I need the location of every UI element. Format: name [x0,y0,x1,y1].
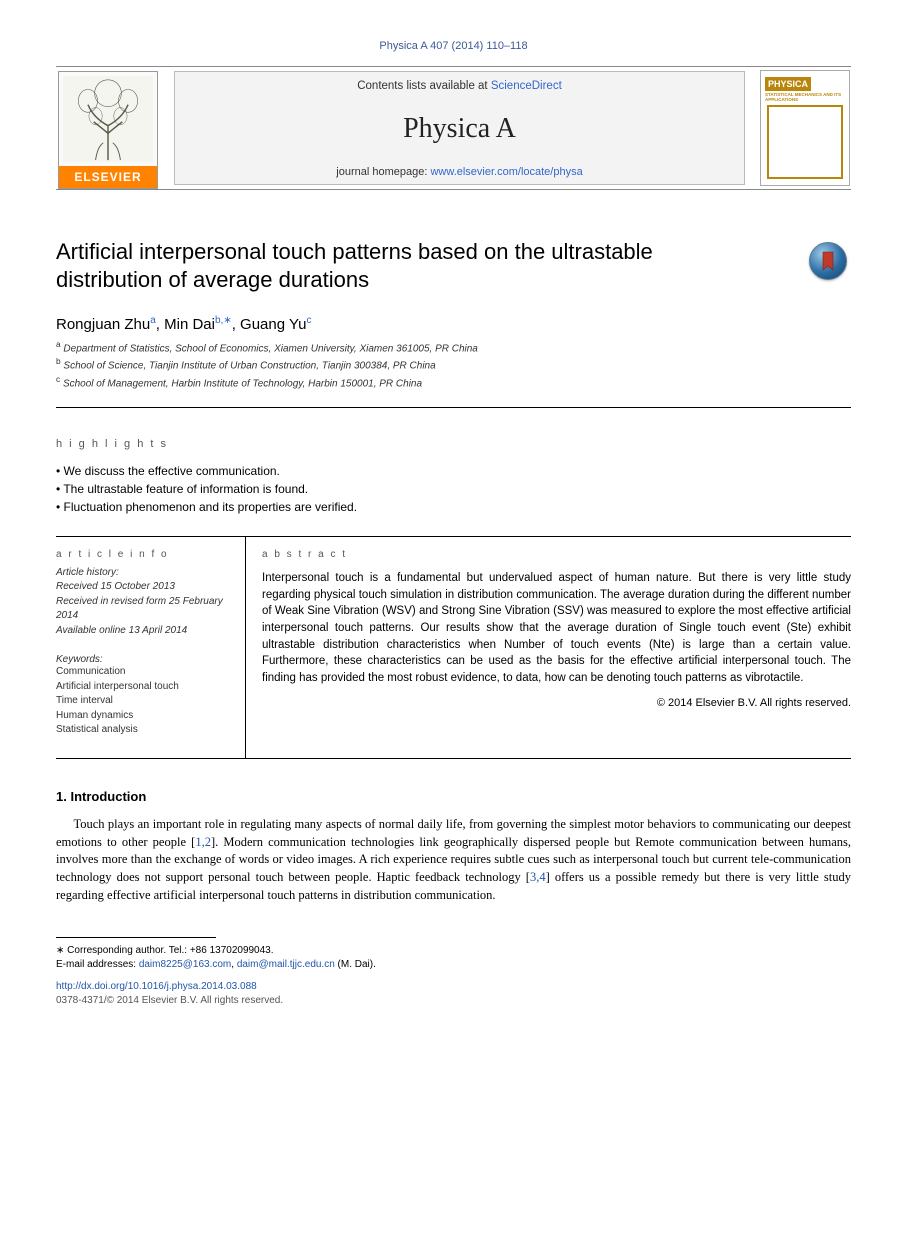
author-3-sup[interactable]: c [307,315,312,326]
introduction-text: Touch plays an important role in regulat… [56,816,851,905]
abstract-heading: a b s t r a c t [262,549,851,560]
article-info-heading: a r t i c l e i n f o [56,549,231,560]
title-block: Artificial interpersonal touch patterns … [56,238,851,391]
divider-1 [56,407,851,408]
author-2: , Min Dai [156,316,215,333]
intro-paragraph: Touch plays an important role in regulat… [56,816,851,905]
highlights-heading: h i g h l i g h t s [56,438,851,450]
keyword: Statistical analysis [56,723,231,738]
highlight-item: Fluctuation phenomenon and its propertie… [56,498,851,516]
authors-line: Rongjuan Zhua, Min Daib,∗, Guang Yuc [56,315,851,333]
article-history: Article history: Received 15 October 201… [56,566,231,639]
email-tail: (M. Dai). [335,959,376,970]
keyword: Communication [56,665,231,680]
affiliation-a: a Department of Statistics, School of Ec… [56,339,851,356]
crossmark-badge[interactable] [809,242,847,280]
journal-banner: ELSEVIER Contents lists available at Sci… [56,66,851,190]
history-line: Article history: [56,566,231,581]
keyword: Artificial interpersonal touch [56,680,231,695]
cover-title: PHYSICA [765,77,811,91]
bookmark-icon [821,251,835,271]
elsevier-brand-text: ELSEVIER [59,166,157,188]
affiliation-c: c School of Management, Harbin Institute… [56,374,851,391]
sciencedirect-link[interactable]: ScienceDirect [491,80,562,92]
corresponding-author-line: ∗ Corresponding author. Tel.: +86 137020… [56,944,851,958]
author-1: Rongjuan Zhu [56,316,150,333]
highlight-item: The ultrastable feature of information i… [56,480,851,498]
journal-name: Physica A [403,113,516,145]
affiliations: a Department of Statistics, School of Ec… [56,339,851,391]
homepage-link[interactable]: www.elsevier.com/locate/physa [430,166,582,178]
footer-block: ∗ Corresponding author. Tel.: +86 137020… [56,944,851,1008]
aff-text-c: School of Management, Harbin Institute o… [63,378,422,389]
highlights-list: We discuss the effective communication. … [56,462,851,516]
issn-copyright-line: 0378-4371/© 2014 Elsevier B.V. All right… [56,994,851,1008]
email-link-1[interactable]: daim8225@163.com [139,959,231,970]
aff-text-b: School of Science, Tianjin Institute of … [63,361,435,372]
email-link-2[interactable]: daim@mail.tjjc.edu.cn [237,959,335,970]
aff-sup-b: b [56,356,61,366]
author-3: , Guang Yu [232,316,307,333]
footer-separator [56,937,216,938]
history-line: Available online 13 April 2014 [56,624,231,639]
homepage-line: journal homepage: www.elsevier.com/locat… [336,166,582,178]
author-2-sup[interactable]: b,∗ [215,315,232,326]
elsevier-logo-box: ELSEVIER [56,67,164,189]
contents-available-line: Contents lists available at ScienceDirec… [357,80,562,92]
abstract-column: a b s t r a c t Interpersonal touch is a… [246,537,851,758]
journal-cover-box: PHYSICA STATISTICAL MECHANICS AND ITS AP… [755,67,851,189]
aff-sup-a: a [56,339,61,349]
journal-cover[interactable]: PHYSICA STATISTICAL MECHANICS AND ITS AP… [760,70,850,186]
ref-link-34[interactable]: 3,4 [530,870,546,884]
homepage-prefix: journal homepage: [336,166,430,178]
citation-link[interactable]: Physica A 407 (2014) 110–118 [379,40,527,52]
aff-sup-c: c [56,374,60,384]
article-title: Artificial interpersonal touch patterns … [56,238,736,293]
contents-prefix: Contents lists available at [357,80,491,92]
elsevier-tree-icon [63,76,153,162]
ref-link-12[interactable]: 1,2 [195,835,211,849]
highlight-item: We discuss the effective communication. [56,462,851,480]
cover-frame [767,105,843,179]
highlights-section: h i g h l i g h t s We discuss the effec… [56,438,851,516]
affiliation-b: b School of Science, Tianjin Institute o… [56,356,851,373]
history-line: Received 15 October 2013 [56,580,231,595]
aff-text-a: Department of Statistics, School of Econ… [63,343,477,354]
elsevier-logo[interactable]: ELSEVIER [58,71,158,189]
email-label: E-mail addresses: [56,959,139,970]
doi-link[interactable]: http://dx.doi.org/10.1016/j.physa.2014.0… [56,981,257,992]
keywords-heading: Keywords: [56,654,231,665]
article-info-column: a r t i c l e i n f o Article history: R… [56,537,246,758]
banner-center: Contents lists available at ScienceDirec… [174,71,745,185]
keyword: Time interval [56,694,231,709]
abstract-text: Interpersonal touch is a fundamental but… [262,570,851,687]
abstract-copyright: © 2014 Elsevier B.V. All rights reserved… [262,697,851,709]
citation-line: Physica A 407 (2014) 110–118 [56,40,851,52]
email-line: E-mail addresses: daim8225@163.com, daim… [56,958,851,972]
history-line: Received in revised form 25 February 201… [56,595,231,624]
keyword: Human dynamics [56,709,231,724]
cover-subtitle: STATISTICAL MECHANICS AND ITS APPLICATIO… [765,93,845,103]
section-heading-introduction: 1. Introduction [56,789,851,804]
keywords-list: Communication Artificial interpersonal t… [56,665,231,738]
doi-line: http://dx.doi.org/10.1016/j.physa.2014.0… [56,980,851,994]
info-abstract-block: a r t i c l e i n f o Article history: R… [56,536,851,759]
